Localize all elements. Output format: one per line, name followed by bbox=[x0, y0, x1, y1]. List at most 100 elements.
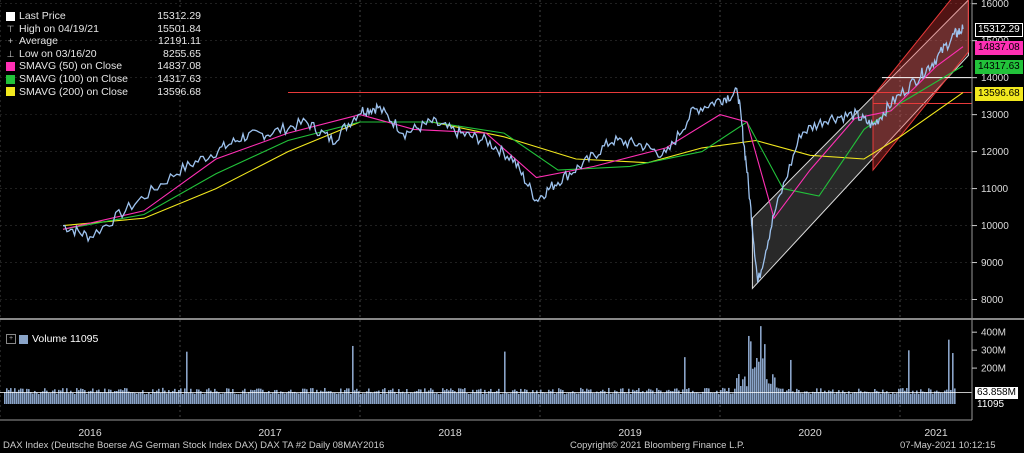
volume-bar bbox=[302, 388, 304, 404]
volume-bar bbox=[168, 390, 170, 404]
volume-bar bbox=[268, 390, 270, 404]
volume-bar bbox=[22, 388, 24, 404]
volume-bar bbox=[316, 389, 318, 404]
y-tick-label-11000: 11000 bbox=[981, 184, 1009, 195]
volume-bar bbox=[482, 393, 484, 404]
volume-bar bbox=[866, 391, 868, 404]
volume-bar bbox=[82, 388, 84, 404]
volume-bar bbox=[344, 389, 346, 404]
volume-bar bbox=[276, 389, 278, 404]
vol-tick-label-300M: 300M bbox=[981, 346, 1006, 357]
x-tick-label-2016: 2016 bbox=[78, 427, 102, 439]
legend-swatch bbox=[6, 87, 15, 97]
volume-bar bbox=[436, 393, 438, 404]
series-line-0 bbox=[62, 24, 964, 283]
volume-bar bbox=[34, 390, 36, 404]
volume-bar bbox=[906, 388, 908, 404]
volume-bar bbox=[72, 392, 74, 404]
volume-bar bbox=[804, 391, 806, 404]
volume-bar bbox=[214, 388, 216, 404]
volume-bar bbox=[108, 389, 110, 404]
volume-bar bbox=[590, 389, 592, 404]
volume-bar bbox=[204, 393, 206, 404]
volume-bar bbox=[438, 394, 440, 404]
legend-value: 15312.29 bbox=[157, 10, 201, 22]
volume-bar bbox=[632, 389, 634, 404]
volume-bar bbox=[106, 392, 108, 404]
volume-bar bbox=[124, 387, 126, 404]
volume-bar bbox=[156, 390, 158, 404]
volume-bar bbox=[128, 391, 130, 404]
volume-bar bbox=[942, 393, 944, 404]
volume-bar bbox=[290, 389, 292, 404]
volume-bar bbox=[802, 393, 804, 404]
volume-bar bbox=[26, 388, 28, 404]
volume-bar bbox=[704, 388, 706, 404]
volume-bar bbox=[552, 389, 554, 404]
volume-bar bbox=[418, 389, 420, 404]
volume-bar bbox=[646, 390, 648, 404]
volume-bar bbox=[254, 389, 256, 404]
volume-bar bbox=[384, 388, 386, 404]
volume-bar bbox=[304, 388, 306, 404]
volume-bar bbox=[618, 393, 620, 404]
vol-tick-label-200M: 200M bbox=[981, 364, 1006, 375]
volume-bar bbox=[820, 388, 822, 404]
volume-bar bbox=[324, 387, 326, 404]
volume-bar bbox=[80, 388, 82, 404]
legend-label: High on 04/19/21 bbox=[19, 22, 99, 35]
volume-bar bbox=[252, 390, 254, 404]
volume-bar bbox=[320, 390, 322, 404]
volume-bar bbox=[64, 392, 66, 404]
volume-bar bbox=[378, 390, 380, 404]
volume-bar bbox=[264, 392, 266, 404]
volume-bar bbox=[670, 390, 672, 404]
volume-bar bbox=[94, 393, 96, 404]
volume-bar bbox=[30, 392, 32, 404]
volume-bar bbox=[414, 391, 416, 404]
volume-bar bbox=[948, 339, 950, 404]
volume-bar bbox=[84, 390, 86, 404]
volume-bar bbox=[680, 393, 682, 404]
volume-bar bbox=[830, 391, 832, 404]
volume-bar bbox=[274, 390, 276, 404]
volume-bar bbox=[842, 390, 844, 404]
volume-bar bbox=[888, 393, 890, 404]
volume-bar bbox=[372, 392, 374, 404]
volume-bar bbox=[946, 389, 948, 404]
volume-bar bbox=[666, 390, 668, 404]
volume-bar bbox=[432, 389, 434, 404]
volume-bar bbox=[846, 393, 848, 404]
legend-label: Average bbox=[19, 35, 58, 48]
collapse-icon[interactable]: + bbox=[6, 334, 16, 344]
volume-bar bbox=[692, 390, 694, 404]
volume-bar bbox=[838, 390, 840, 404]
volume-bar bbox=[446, 388, 448, 404]
volume-bar bbox=[784, 391, 786, 404]
volume-bar bbox=[600, 391, 602, 404]
volume-bar bbox=[852, 392, 854, 404]
volume-bar bbox=[422, 393, 424, 404]
volume-bar bbox=[912, 390, 914, 404]
volume-bar bbox=[892, 392, 894, 404]
series-line-3 bbox=[62, 92, 964, 227]
volume-bar bbox=[730, 393, 732, 404]
volume-bar bbox=[338, 393, 340, 404]
volume-bar bbox=[752, 368, 754, 404]
volume-bar bbox=[262, 389, 264, 404]
x-tick-label-2019: 2019 bbox=[618, 427, 642, 439]
volume-bar bbox=[954, 388, 956, 404]
volume-bar bbox=[806, 391, 808, 404]
volume-label-1: 11095 bbox=[975, 399, 1007, 411]
volume-bar bbox=[660, 390, 662, 404]
volume-bar bbox=[642, 391, 644, 404]
volume-bar bbox=[740, 386, 742, 404]
volume-bar bbox=[672, 391, 674, 404]
volume-bar bbox=[278, 393, 280, 404]
volume-bar bbox=[674, 388, 676, 404]
volume-bar bbox=[456, 392, 458, 404]
volume-bar bbox=[198, 389, 200, 404]
volume-bar bbox=[462, 389, 464, 404]
volume-bar bbox=[648, 388, 650, 404]
volume-bar bbox=[272, 392, 274, 404]
